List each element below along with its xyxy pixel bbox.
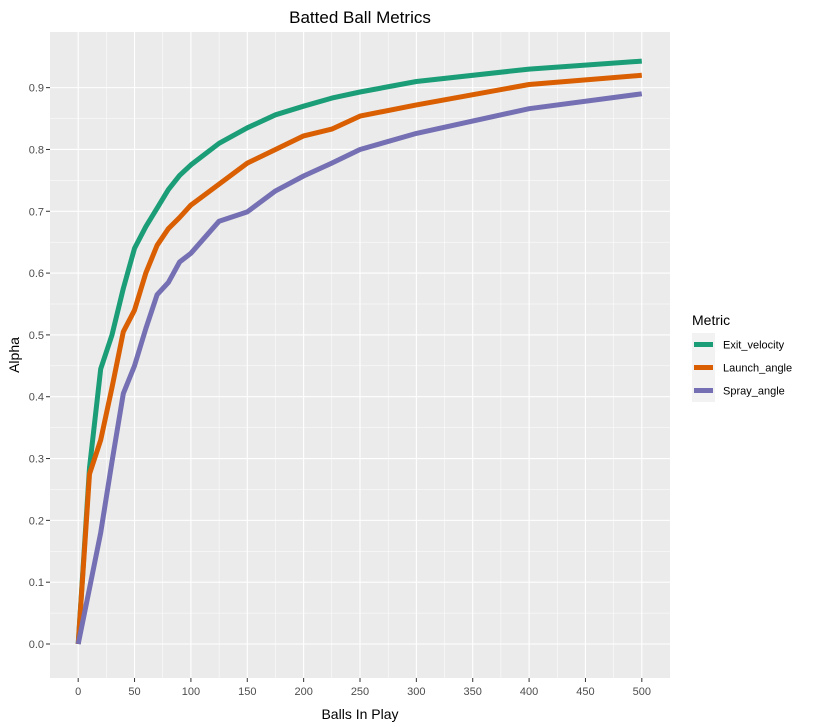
series-line-spray-angle (75, 91, 643, 645)
series-line-exit-velocity (75, 58, 642, 645)
x-tick-label: 350 (464, 686, 482, 698)
x-tick-label: 200 (294, 686, 312, 698)
y-tick-label: 0.3 (29, 454, 44, 466)
y-tick-label: 0.7 (29, 206, 44, 218)
legend-label-launch-angle: Launch_angle (723, 363, 792, 375)
y-tick-label: 0.9 (29, 83, 44, 95)
x-tick-label: 150 (238, 686, 256, 698)
y-tick-label: 0.4 (29, 392, 44, 404)
legend-label-exit-velocity: Exit_velocity (723, 340, 785, 352)
legend-label-spray-angle: Spray_angle (723, 386, 785, 398)
x-tick-label: 100 (182, 686, 200, 698)
chart-title: Batted Ball Metrics (289, 8, 431, 27)
x-tick-label: 500 (633, 686, 651, 698)
legend: Metric Exit_velocity Launch_angle Spray_an… (692, 312, 792, 402)
x-tick-label: 50 (128, 686, 140, 698)
y-tick-label: 0.2 (29, 515, 44, 527)
x-axis: 0 50 100 150 200 250 300 350 400 450 500 (75, 678, 651, 698)
y-axis-title: Alpha (6, 337, 22, 373)
y-tick-label: 0.0 (29, 639, 44, 651)
x-tick-label: 450 (576, 686, 594, 698)
y-axis: 0.0 0.1 0.2 0.3 0.4 0.5 0.6 0.7 0.8 0.9 (29, 83, 50, 651)
series-line-launch-angle (75, 72, 643, 645)
x-tick-label: 0 (75, 686, 81, 698)
legend-title: Metric (692, 312, 730, 328)
x-tick-label: 300 (407, 686, 425, 698)
x-tick-label: 250 (351, 686, 369, 698)
x-axis-title: Balls In Play (321, 706, 398, 722)
series-lines (75, 58, 643, 645)
y-tick-label: 0.8 (29, 144, 44, 156)
major-gridlines (50, 32, 670, 678)
y-tick-label: 0.6 (29, 268, 44, 280)
x-tick-label: 400 (520, 686, 538, 698)
y-tick-label: 0.1 (29, 577, 44, 589)
y-tick-label: 0.5 (29, 330, 44, 342)
